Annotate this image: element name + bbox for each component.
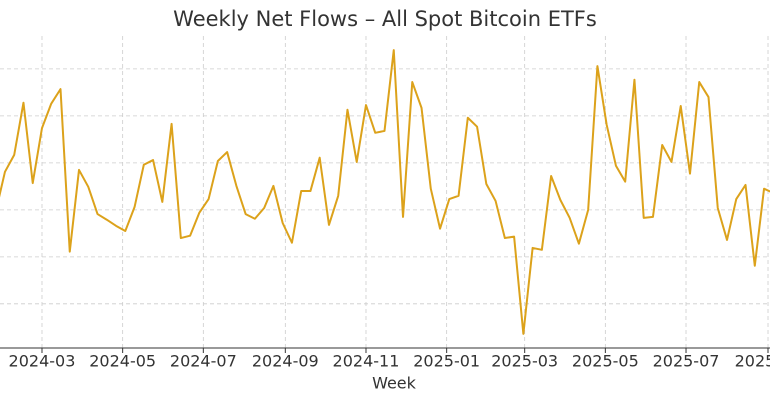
x-tick-label: 2025-07 (653, 352, 720, 371)
x-tick-label: 2024-11 (333, 352, 400, 371)
x-tick-label: 2024-07 (170, 352, 237, 371)
x-tick-label: 2025-05 (572, 352, 639, 371)
line-series (0, 49, 770, 335)
x-tick-label: 2025-01 (413, 352, 480, 371)
x-axis-label: Week (372, 374, 417, 393)
x-tick-label: 2025-09 (735, 352, 770, 371)
x-tick-label: 2024-05 (89, 352, 156, 371)
x-tick-label: 2024-09 (252, 352, 319, 371)
chart-title: Weekly Net Flows – All Spot Bitcoin ETFs (173, 7, 597, 31)
x-tick-label: 2024-03 (9, 352, 76, 371)
x-tick-label: 2025-03 (491, 352, 558, 371)
